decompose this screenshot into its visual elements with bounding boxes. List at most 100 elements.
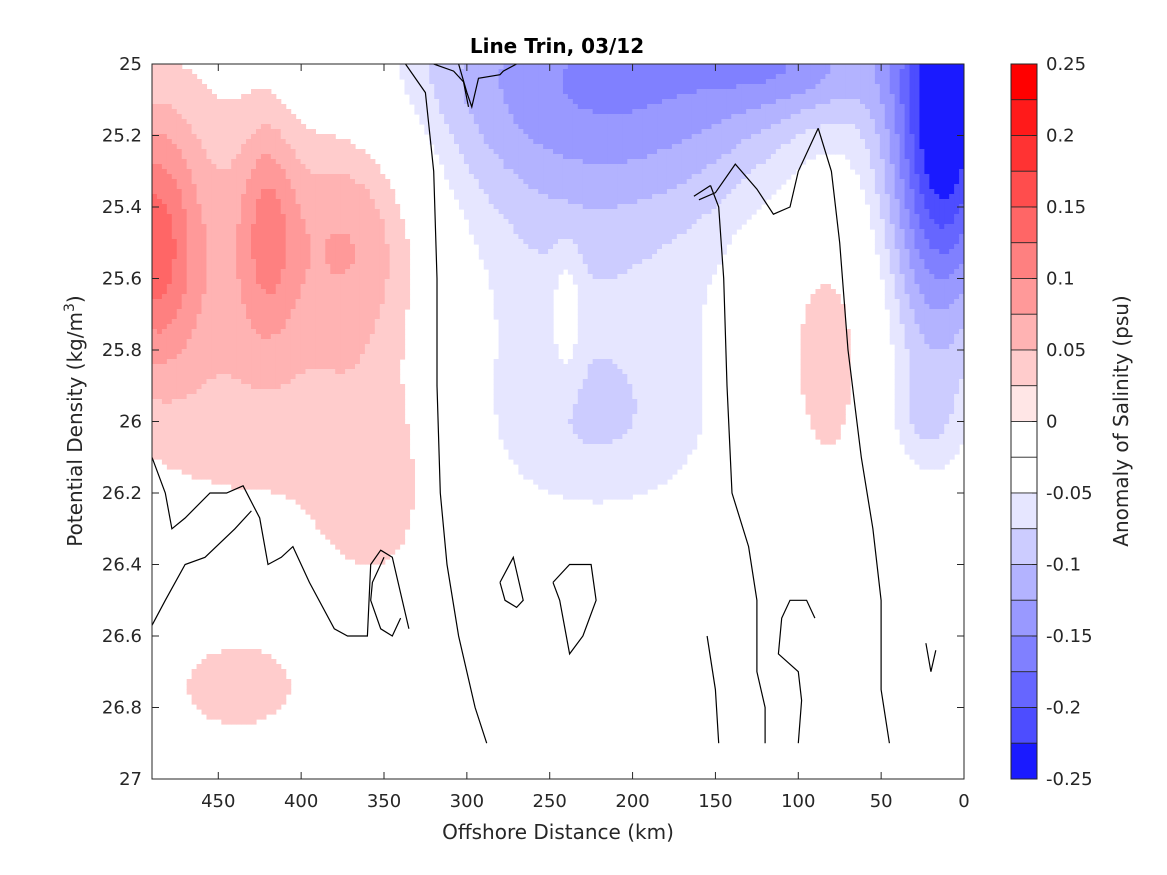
contour-cell bbox=[310, 194, 316, 200]
contour-cell bbox=[954, 134, 960, 140]
contour-cell bbox=[637, 219, 643, 225]
contour-cell bbox=[637, 154, 643, 160]
contour-cell bbox=[458, 189, 465, 195]
contour-cell bbox=[171, 244, 178, 250]
contour-cell bbox=[488, 174, 495, 180]
contour-cell bbox=[493, 84, 500, 90]
contour-cell bbox=[874, 159, 881, 165]
contour-cell bbox=[879, 199, 886, 205]
contour-cell bbox=[919, 139, 925, 145]
contour-cell bbox=[161, 184, 168, 190]
contour-cell bbox=[221, 154, 227, 160]
contour-cell bbox=[181, 69, 188, 75]
contour-cell bbox=[345, 199, 351, 205]
contour-cell bbox=[384, 214, 391, 220]
contour-cell bbox=[874, 69, 881, 75]
contour-cell bbox=[746, 84, 752, 90]
contour-cell bbox=[330, 244, 336, 250]
contour-cell bbox=[567, 244, 574, 250]
contour-cell bbox=[236, 104, 242, 110]
contour-cell bbox=[409, 64, 416, 70]
contour-cell bbox=[666, 74, 673, 80]
contour-cell bbox=[934, 184, 940, 190]
contour-cell bbox=[285, 174, 292, 180]
contour-cell bbox=[468, 124, 475, 130]
contour-cell bbox=[553, 239, 559, 245]
contour-cell bbox=[191, 244, 198, 250]
contour-cell bbox=[429, 139, 435, 145]
contour-cell bbox=[513, 119, 519, 125]
contour-cell bbox=[493, 94, 500, 100]
contour-cell bbox=[290, 214, 297, 220]
contour-cell bbox=[815, 149, 822, 155]
contour-cell bbox=[325, 204, 331, 210]
contour-cell bbox=[815, 89, 822, 95]
contour-cell bbox=[161, 179, 168, 185]
contour-cell bbox=[761, 79, 767, 85]
contour-cell bbox=[746, 129, 752, 135]
contour-cell bbox=[924, 134, 930, 140]
contour-cell bbox=[246, 129, 252, 135]
contour-cell bbox=[666, 129, 673, 135]
contour-cell bbox=[176, 159, 183, 165]
contour-cell bbox=[335, 164, 341, 170]
contour-cell bbox=[493, 64, 500, 70]
contour-cell bbox=[488, 64, 495, 70]
contour-cell bbox=[508, 219, 515, 225]
contour-cell bbox=[572, 134, 579, 140]
contour-cell bbox=[825, 69, 831, 75]
contour-cell bbox=[934, 239, 940, 245]
contour-cell bbox=[879, 159, 886, 165]
contour-cell bbox=[562, 74, 569, 80]
contour-cell bbox=[290, 234, 297, 240]
contour-cell bbox=[785, 64, 792, 70]
contour-cell bbox=[726, 139, 732, 145]
contour-cell bbox=[845, 74, 851, 80]
contour-cell bbox=[756, 164, 762, 170]
contour-cell bbox=[949, 104, 955, 110]
contour-cell bbox=[186, 169, 193, 175]
contour-cell bbox=[488, 224, 495, 230]
contour-cell bbox=[657, 179, 663, 185]
contour-cell bbox=[186, 69, 193, 75]
contour-cell bbox=[270, 129, 277, 135]
contour-cell bbox=[444, 124, 450, 130]
contour-cell bbox=[533, 164, 539, 170]
contour-cell bbox=[533, 124, 539, 130]
contour-cell bbox=[874, 134, 881, 140]
contour-cell bbox=[246, 94, 252, 100]
contour-cell bbox=[632, 79, 638, 85]
contour-cell bbox=[196, 234, 203, 240]
contour-cell bbox=[944, 149, 950, 155]
contour-cell bbox=[558, 224, 564, 230]
contour-cell bbox=[855, 129, 861, 135]
contour-cell bbox=[785, 124, 792, 130]
contour-cell bbox=[483, 164, 490, 170]
contour-cell bbox=[246, 169, 252, 175]
contour-cell bbox=[528, 159, 534, 165]
contour-cell bbox=[879, 114, 886, 120]
contour-cell bbox=[929, 94, 935, 100]
contour-cell bbox=[463, 74, 470, 80]
contour-cell bbox=[959, 109, 964, 115]
contour-cell bbox=[444, 129, 450, 135]
contour-cell bbox=[691, 154, 698, 160]
contour-cell bbox=[241, 189, 247, 195]
contour-cell bbox=[860, 89, 866, 95]
contour-cell bbox=[869, 69, 876, 75]
contour-cell bbox=[538, 209, 544, 215]
contour-cell bbox=[657, 234, 663, 240]
contour-cell bbox=[439, 79, 445, 85]
contour-cell bbox=[340, 139, 346, 145]
contour-cell bbox=[637, 179, 643, 185]
contour-cell bbox=[498, 109, 505, 115]
contour-cell bbox=[493, 89, 500, 95]
contour-cell bbox=[924, 69, 930, 75]
contour-cell bbox=[478, 224, 485, 230]
contour-cell bbox=[691, 189, 698, 195]
contour-cell bbox=[741, 89, 747, 95]
contour-cell bbox=[533, 219, 539, 225]
contour-cell bbox=[929, 79, 935, 85]
contour-cell bbox=[939, 114, 945, 120]
contour-cell bbox=[959, 64, 964, 70]
